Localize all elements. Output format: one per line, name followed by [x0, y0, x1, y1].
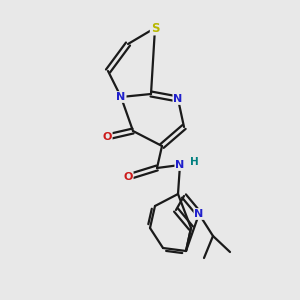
Text: O: O	[123, 172, 133, 182]
Text: N: N	[194, 209, 204, 219]
Text: N: N	[176, 160, 184, 170]
Text: O: O	[102, 132, 112, 142]
Text: N: N	[173, 94, 183, 104]
Text: N: N	[116, 92, 126, 102]
Text: S: S	[151, 22, 159, 34]
Text: H: H	[190, 157, 198, 167]
